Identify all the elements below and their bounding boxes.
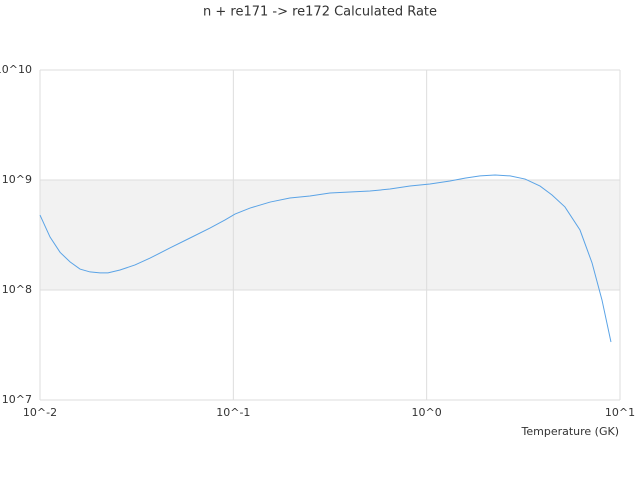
grid-band — [40, 180, 620, 290]
data-line — [39, 174, 612, 343]
y-tick-label: 10^7 — [2, 393, 32, 406]
x-tick-label: 10^-2 — [23, 406, 57, 419]
x-tick-label: 10^-1 — [216, 406, 250, 419]
chart-title: n + re171 -> re172 Calculated Rate — [203, 5, 437, 20]
y-tick-label: 10^9 — [2, 173, 32, 186]
x-tick-label: 10^0 — [412, 406, 442, 419]
y-tick-label: 10^10 — [0, 63, 32, 76]
x-axis-label: Temperature (GK) — [521, 425, 620, 438]
x-tick-label: 10^1 — [605, 406, 635, 419]
y-tick-label: 10^8 — [2, 283, 32, 296]
